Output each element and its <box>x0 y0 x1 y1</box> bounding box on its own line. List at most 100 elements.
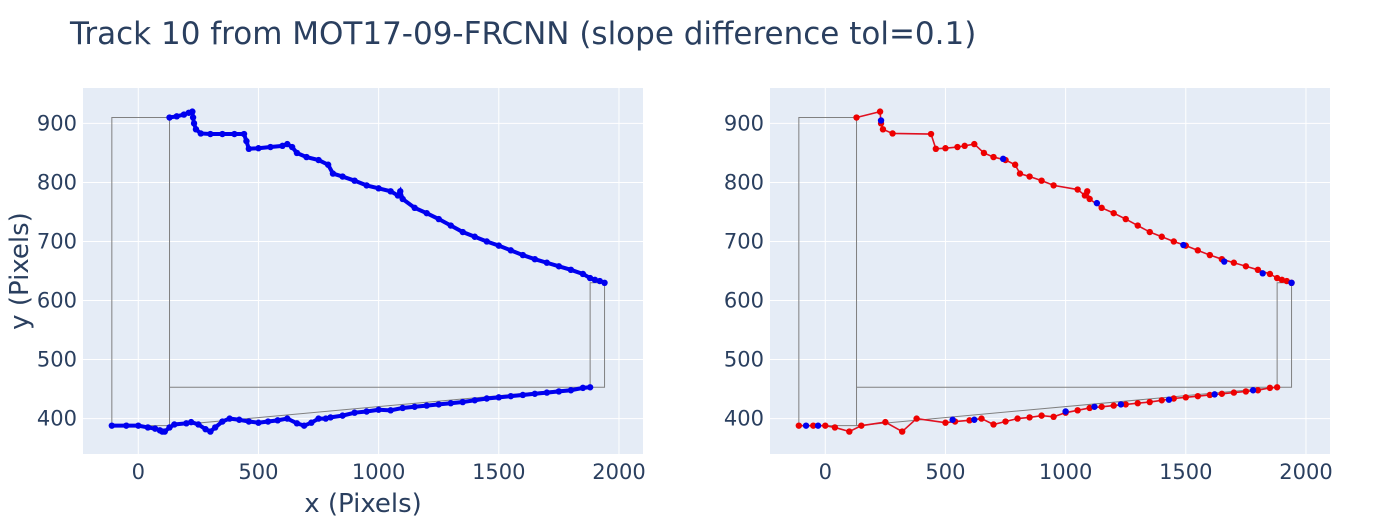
data-point <box>1218 390 1226 397</box>
data-point <box>810 422 817 429</box>
data-point <box>219 418 226 425</box>
data-point <box>264 418 272 425</box>
data-point <box>471 397 478 404</box>
data-point <box>211 424 219 431</box>
data-point <box>231 130 238 138</box>
data-point <box>961 142 968 150</box>
y-tick-label: 900 <box>37 111 77 135</box>
data-point <box>495 394 502 401</box>
data-point <box>1266 384 1274 392</box>
y-tick-label: 600 <box>724 289 764 313</box>
data-point <box>1050 413 1057 421</box>
data-point <box>108 422 116 429</box>
data-point <box>195 421 202 428</box>
data-point <box>980 149 988 157</box>
data-point <box>1016 170 1024 177</box>
data-point <box>519 251 527 259</box>
data-point <box>267 143 274 151</box>
data-point <box>889 130 896 137</box>
data-point <box>1074 407 1081 414</box>
data-point <box>531 255 539 263</box>
data-point <box>339 173 346 180</box>
data-point <box>543 259 551 266</box>
left-bounding-box <box>111 117 606 427</box>
data-point <box>1230 389 1238 396</box>
data-point <box>351 177 358 184</box>
x-tick-label: 2000 <box>1279 460 1332 484</box>
data-point <box>1180 241 1187 249</box>
data-point <box>471 233 478 240</box>
data-point <box>846 428 853 435</box>
data-point <box>423 209 430 217</box>
data-point <box>1194 392 1202 400</box>
data-point <box>1062 408 1069 415</box>
data-point <box>288 143 296 151</box>
data-point <box>197 130 204 137</box>
data-point <box>411 403 418 410</box>
data-point <box>171 421 178 428</box>
data-point <box>411 204 418 212</box>
data-point <box>1170 238 1177 245</box>
data-point <box>190 120 198 127</box>
data-point <box>435 401 442 408</box>
data-point <box>293 420 301 427</box>
data-point <box>387 407 394 414</box>
data-point <box>567 266 575 274</box>
data-point <box>1170 395 1177 402</box>
data-point <box>1182 394 1189 401</box>
data-point <box>853 114 860 121</box>
data-point <box>399 195 406 203</box>
data-point <box>435 215 442 223</box>
data-point <box>978 415 985 422</box>
y-tick-label: 700 <box>37 229 77 253</box>
data-point <box>245 418 253 425</box>
y-tick-label: 500 <box>724 348 764 372</box>
data-point <box>1093 199 1101 207</box>
data-point <box>327 414 334 421</box>
data-point <box>586 274 594 282</box>
data-point <box>483 395 490 402</box>
y-tick-label: 900 <box>724 111 764 135</box>
data-point <box>1146 228 1153 236</box>
data-point <box>942 419 949 426</box>
data-point <box>123 422 130 429</box>
data-point <box>1254 266 1262 274</box>
data-point <box>990 421 997 428</box>
chart-title: Track 10 from MOT17-09-FRCNN (slope diff… <box>69 16 976 52</box>
data-point <box>1002 418 1009 425</box>
data-point <box>423 402 430 409</box>
data-point <box>814 422 822 429</box>
data-point <box>226 415 233 422</box>
y-tick-label: 500 <box>37 348 77 372</box>
data-point <box>567 387 575 394</box>
data-point <box>1122 401 1129 408</box>
data-point <box>245 145 253 153</box>
data-point <box>1122 215 1129 223</box>
data-point <box>877 117 885 124</box>
right-gridlines <box>770 88 1330 454</box>
data-point <box>351 409 358 416</box>
data-point <box>135 422 142 429</box>
data-point <box>284 140 291 148</box>
data-point <box>363 182 370 189</box>
data-point <box>596 277 603 285</box>
data-point <box>1026 414 1033 421</box>
data-point <box>1211 391 1218 398</box>
data-point <box>1038 412 1045 419</box>
left-x-axis-label: x (Pixels) <box>304 489 422 519</box>
data-point <box>144 424 152 431</box>
data-point <box>971 416 978 423</box>
data-point <box>1273 274 1281 282</box>
data-point <box>284 415 291 422</box>
data-point <box>1086 195 1093 203</box>
data-point <box>1194 247 1202 254</box>
data-point <box>898 428 906 435</box>
left-y-axis-label: y (Pixels) <box>5 212 35 330</box>
right-series <box>795 108 1295 435</box>
data-point <box>1283 277 1290 285</box>
data-point <box>1098 403 1105 410</box>
data-point <box>375 185 382 192</box>
data-point <box>1288 279 1295 287</box>
data-point <box>1074 186 1081 193</box>
